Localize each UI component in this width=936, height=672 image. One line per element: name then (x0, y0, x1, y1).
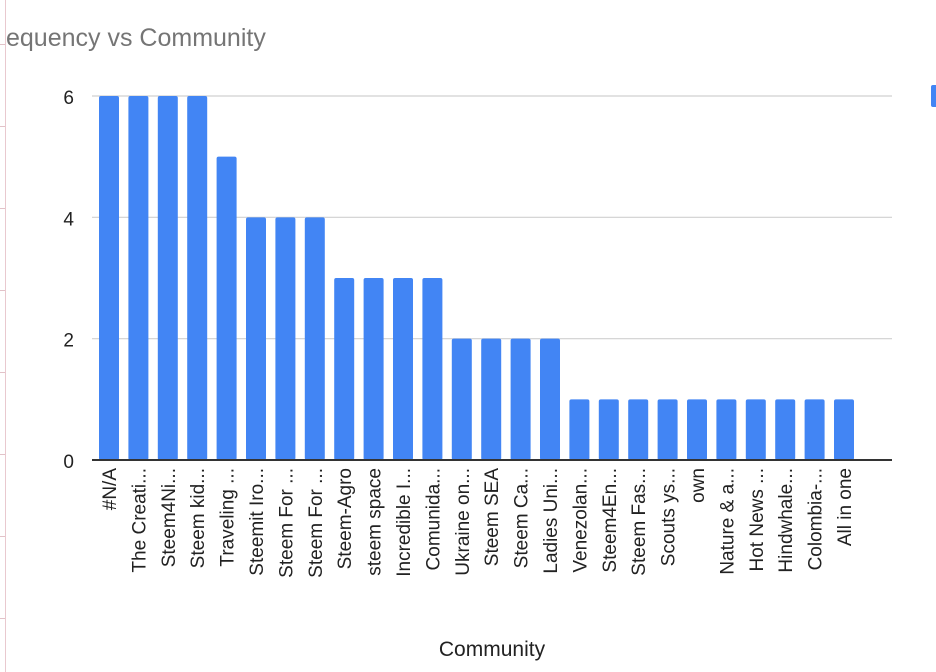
x-tick-label: All in one (835, 468, 856, 546)
chart-title: equency vs Community (6, 24, 266, 52)
x-tick-label: Steem For ... (306, 468, 327, 578)
x-tick-label: Traveling ... (218, 468, 239, 567)
bar (716, 399, 737, 460)
bar (157, 96, 178, 460)
x-tick-label: Steem-Agro (335, 468, 356, 569)
bar (187, 96, 208, 460)
bar (834, 399, 854, 460)
x-tick-label: Steem kid... (188, 468, 209, 568)
x-tick-label: Steem For ... (276, 468, 297, 578)
left-panel-edge (0, 0, 6, 672)
bar (304, 217, 325, 460)
bar (99, 96, 119, 460)
bar (334, 278, 355, 460)
x-tick-label: Steem4Ni... (159, 468, 180, 567)
bar (804, 399, 825, 460)
x-tick-label: steem space (365, 468, 386, 576)
x-tick-label: Venezolan... (570, 468, 591, 573)
bar (775, 399, 796, 460)
x-tick-label: Steem SEA (482, 468, 503, 567)
x-tick-label: Hot News ... (747, 468, 768, 571)
bar (275, 217, 296, 460)
y-tick-label: 2 (63, 331, 74, 352)
bar (246, 217, 266, 460)
x-tick-label: Steem Ca... (512, 468, 533, 568)
x-tick-label: Ladies Uni... (541, 468, 562, 574)
y-tick-label: 4 (63, 209, 74, 230)
x-tick-label: Colombia-... (806, 468, 827, 570)
x-tick-label: Nature & a... (717, 468, 738, 575)
bar (745, 399, 766, 460)
x-tick-label: Ukraine on... (453, 468, 474, 576)
bar (569, 399, 590, 460)
bar (510, 338, 531, 460)
x-tick-label: #N/A (100, 468, 121, 511)
bar (481, 338, 502, 460)
x-tick-label: The Creati... (129, 468, 150, 573)
legend-swatch (931, 85, 936, 107)
x-tick-label: Steem Fas... (629, 468, 650, 576)
bar (393, 278, 413, 460)
bar (657, 399, 678, 460)
y-tick-label: 0 (63, 452, 74, 473)
bar (687, 399, 707, 460)
x-tick-label: Steemit Iro... (247, 468, 268, 576)
x-tick-label: Hindwhale... (776, 468, 797, 573)
x-tick-label: own (688, 468, 709, 503)
bar (128, 96, 149, 460)
x-axis-title: Community (439, 638, 546, 661)
bar (422, 278, 443, 460)
bar (598, 399, 619, 460)
x-tick-label: Comunida... (423, 468, 444, 570)
bar (216, 156, 237, 460)
bar (540, 338, 560, 460)
bar (363, 278, 384, 460)
x-tick-label: Incredible I... (394, 468, 415, 577)
x-tick-label: Scouts ys... (659, 468, 680, 566)
bar (628, 399, 649, 460)
bar (451, 338, 472, 460)
y-tick-label: 6 (63, 88, 74, 109)
x-tick-label: Steem4En... (600, 468, 621, 573)
